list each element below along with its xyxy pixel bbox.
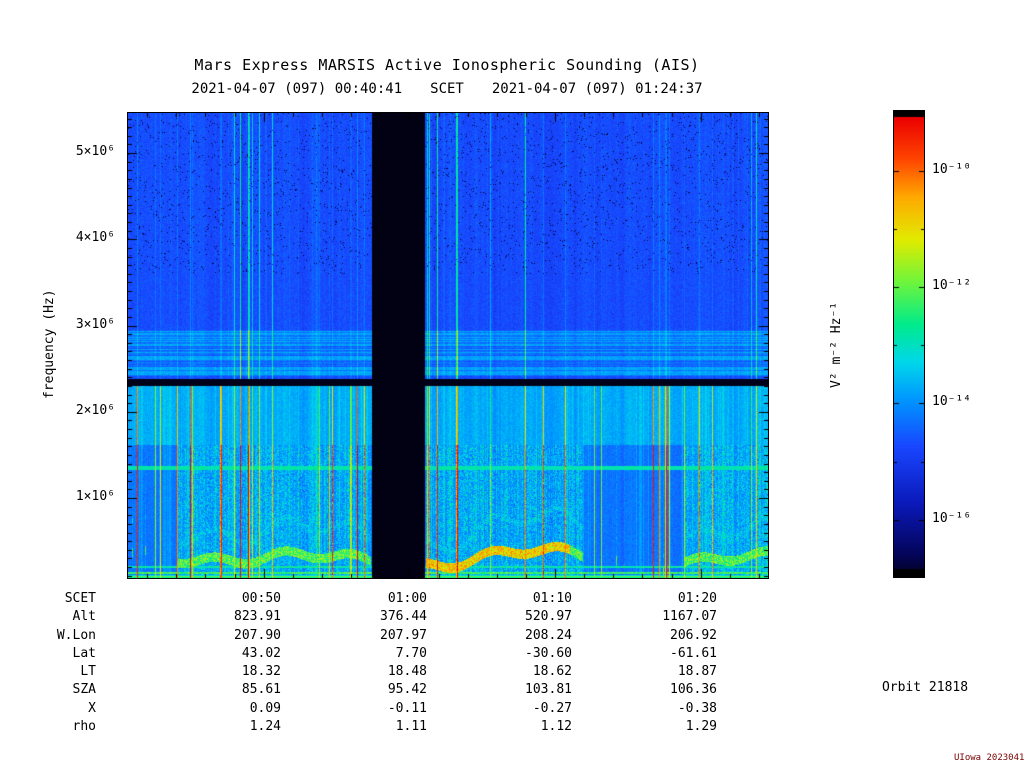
- spectrogram-frame: [127, 112, 769, 579]
- ephemeris-row-label: W.Lon: [56, 627, 96, 643]
- ephemeris-value: 376.44: [380, 609, 427, 625]
- colorbar-tick-label: 10⁻¹⁴: [932, 394, 972, 410]
- ephemeris-value: -0.27: [532, 700, 572, 716]
- plot-title: Mars Express MARSIS Active Ionospheric S…: [194, 56, 700, 74]
- ephemeris-value: -0.11: [387, 700, 427, 716]
- y-tick-label: 4×10⁶: [75, 230, 115, 246]
- ephemeris-row: W.Lon 207.90 207.97 208.24 206.92: [0, 628, 717, 646]
- ephemeris-row-label: X: [88, 700, 96, 716]
- ephemeris-value: 01:10: [532, 591, 572, 606]
- orbit-label: Orbit 21818: [881, 680, 969, 695]
- ephemeris-row: Alt 823.91 376.44 520.97 1167.07: [0, 609, 717, 627]
- ephemeris-value: -61.61: [670, 645, 717, 661]
- ephemeris-row-label: SCET: [64, 591, 96, 606]
- ephemeris-value: 18.87: [677, 664, 717, 680]
- plot-subtitle: 2021-04-07 (097) 00:40:41 SCET 2021-04-07 …: [127, 81, 767, 97]
- ephemeris-value: 18.32: [241, 664, 281, 680]
- ephemeris-value: -30.60: [525, 645, 572, 661]
- ephemeris-value: 85.61: [241, 682, 281, 698]
- ephemeris-value: 43.02: [241, 645, 281, 661]
- y-axis-label: frequency (Hz): [42, 289, 57, 400]
- ephemeris-value: 95.42: [387, 682, 427, 698]
- colorbar-canvas: [894, 111, 924, 577]
- ephemeris-value: 106.36: [670, 682, 717, 698]
- ephemeris-value: 207.90: [234, 627, 281, 643]
- ephemeris-value: 1167.07: [662, 609, 717, 625]
- ephemeris-row-label: Lat: [72, 645, 96, 661]
- spectrogram-canvas: [128, 113, 768, 578]
- ephemeris-value: 208.24: [525, 627, 572, 643]
- ephemeris-value: 103.81: [525, 682, 572, 698]
- colorbar-frame: [893, 110, 925, 578]
- ephemeris-value: 00:50: [241, 591, 281, 606]
- scet-end-time: 2021-04-07 (097) 01:24:37: [491, 81, 703, 97]
- ephemeris-row-label: Alt: [72, 609, 96, 625]
- scet-axis-label: SCET: [430, 81, 464, 97]
- ephemeris-row: SCET 00:50 01:00 01:10 01:20: [0, 591, 717, 609]
- ephemeris-value: 0.09: [249, 700, 281, 716]
- ephemeris-value: 18.48: [387, 664, 427, 680]
- credit-label: UIowa 20230418: [954, 753, 1024, 763]
- ephemeris-row-label: SZA: [72, 682, 96, 698]
- ephemeris-value: 823.91: [234, 609, 281, 625]
- ephemeris-value: 520.97: [525, 609, 572, 625]
- ephemeris-value: -0.38: [677, 700, 717, 716]
- ephemeris-value: 18.62: [532, 664, 572, 680]
- colorbar-tick-label: 10⁻¹⁶: [932, 511, 972, 527]
- ephemeris-value: 1.29: [685, 719, 717, 735]
- ephemeris-row: rho 1.24 1.11 1.12 1.29: [0, 719, 717, 737]
- ephemeris-value: 1.11: [395, 719, 427, 735]
- ephemeris-value: 01:00: [387, 591, 427, 606]
- ephemeris-table: SCET 00:50 01:00 01:10 01:20 Alt 823.91 376.44 5…: [0, 591, 717, 737]
- ephemeris-value: 1.24: [249, 719, 281, 735]
- y-tick-label: 2×10⁶: [75, 402, 115, 418]
- ephemeris-row: X 0.09 -0.11 -0.27 -0.38: [0, 701, 717, 719]
- ephemeris-row: Lat 43.02 7.70 -30.60 -61.61: [0, 646, 717, 664]
- colorbar-tick-label: 10⁻¹²: [932, 278, 972, 294]
- ephemeris-row: SZA 85.61 95.42 103.81 106.36: [0, 682, 717, 700]
- ephemeris-row-label: rho: [72, 719, 96, 735]
- ephemeris-value: 1.12: [540, 719, 572, 735]
- ephemeris-value: 01:20: [677, 591, 717, 606]
- ephemeris-row-label: LT: [80, 664, 96, 680]
- y-tick-label: 1×10⁶: [75, 489, 115, 505]
- ephemeris-value: 207.97: [380, 627, 427, 643]
- ephemeris-value: 7.70: [395, 645, 427, 661]
- ephemeris-row: LT 18.32 18.48 18.62 18.87: [0, 664, 717, 682]
- colorbar-axis-label: V² m⁻² Hz⁻¹: [829, 301, 844, 388]
- scet-start-time: 2021-04-07 (097) 00:40:41: [191, 81, 403, 97]
- y-tick-label: 3×10⁶: [75, 316, 115, 332]
- y-tick-label: 5×10⁶: [75, 144, 115, 160]
- colorbar-tick-label: 10⁻¹⁰: [932, 161, 972, 177]
- ephemeris-value: 206.92: [670, 627, 717, 643]
